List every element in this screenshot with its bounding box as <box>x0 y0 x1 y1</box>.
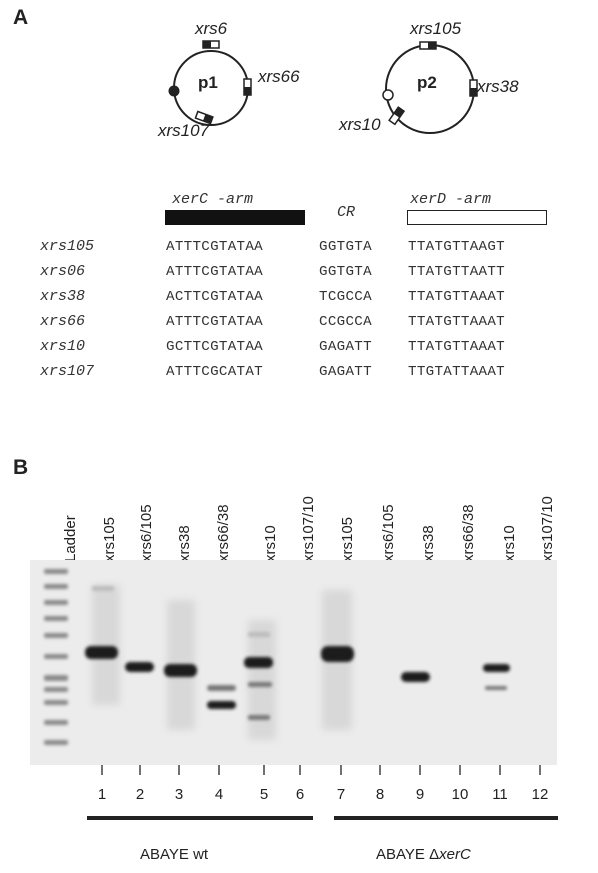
xerd-arm-bar <box>407 210 547 225</box>
lane-number-5: 5 <box>259 786 269 803</box>
seq-cr: CCGCCA <box>319 314 372 330</box>
seq-cr: GGTGTA <box>319 239 372 255</box>
seq-row-name: xrs06 <box>40 263 86 280</box>
lane-number-8: 8 <box>375 786 385 803</box>
seq-cr: GAGATT <box>319 364 372 380</box>
band-lane-2 <box>125 662 154 672</box>
lane-number-1: 1 <box>97 786 107 803</box>
lane-number-7: 7 <box>336 786 346 803</box>
group-label-xerc-prefix: ABAYE <box>376 846 430 863</box>
lane-number-2: 2 <box>135 786 145 803</box>
site-label-xrs38: xrs38 <box>477 77 519 96</box>
lane-number-12: 12 <box>531 786 549 803</box>
seq-cr: GAGATT <box>319 339 372 355</box>
lane-label-12: xrs107/10 <box>539 496 556 562</box>
lane-label-2: xrs6/105 <box>138 504 155 562</box>
panel-a-letter: A <box>13 6 29 29</box>
seq-xerd: TTATGTTAATT <box>408 264 505 280</box>
seq-xerc: ATTTCGCATAT <box>166 364 263 380</box>
origin-dot-p2 <box>382 89 394 101</box>
plasmid-name-p1: p1 <box>198 73 218 92</box>
lane-label-10: xrs66/38 <box>460 504 477 562</box>
site-marker-xrs107 <box>194 110 214 125</box>
xerc-arm-label: xerC -arm <box>172 191 254 208</box>
plasmid-p1 <box>168 40 252 126</box>
band-lane-4 <box>207 701 236 709</box>
lane-label-6: xrs107/10 <box>300 496 317 562</box>
band-lane-9 <box>401 672 430 682</box>
site-marker-xrs105 <box>419 41 437 50</box>
lane-label-11: xrs10 <box>501 525 518 562</box>
lane-ticks <box>101 765 541 775</box>
site-marker-xrs6 <box>202 40 220 49</box>
lane-number-11: 11 <box>492 786 508 803</box>
seq-xerd: TTATGTTAAAT <box>408 314 505 330</box>
origin-dot-p1 <box>168 85 180 97</box>
lane-label-4: xrs66/38 <box>215 504 232 562</box>
seq-cr: TCGCCA <box>319 289 372 305</box>
seq-xerc: ATTTCGTATAA <box>166 314 263 330</box>
lane-label-7: xrs105 <box>339 516 356 562</box>
panel-b-letter: B <box>13 456 29 479</box>
seq-row-name: xrs107 <box>40 363 95 380</box>
seq-row-name: xrs38 <box>40 288 86 305</box>
lane-number-6: 6 <box>295 786 305 803</box>
group-label-wt: ABAYE wt <box>140 846 208 863</box>
group-bar-xerc <box>334 816 558 820</box>
ladder-bands <box>44 569 68 745</box>
band-lane-5 <box>244 657 273 668</box>
seq-xerd: TTATGTTAAAT <box>408 289 505 305</box>
site-marker-xrs38 <box>469 79 478 97</box>
gel-image <box>30 560 557 765</box>
site-label-xrs66: xrs66 <box>258 67 300 86</box>
lane-label-3: xrs38 <box>176 525 193 562</box>
lane-number-3: 3 <box>174 786 184 803</box>
site-label-xrs6: xrs6 <box>195 19 228 38</box>
group-bar-wt <box>87 816 313 820</box>
seq-row-name: xrs66 <box>40 313 86 330</box>
site-label-xrs10: xrs10 <box>339 115 381 134</box>
lane-label-8: xrs6/105 <box>380 504 397 562</box>
band-lane-11 <box>483 664 510 672</box>
group-label-wt-text: ABAYE wt <box>140 846 209 863</box>
lane-label-9: xrs38 <box>420 525 437 562</box>
seq-xerd: TTGTATTAAAT <box>408 364 505 380</box>
site-label-xrs107: xrs107 <box>158 121 210 140</box>
plasmid-p2 <box>382 41 478 134</box>
seq-xerc: ACTTCGTATAA <box>166 289 263 305</box>
seq-xerc: ATTTCGTATAA <box>166 264 263 280</box>
site-marker-xrs66 <box>243 78 252 96</box>
lane-number-4: 4 <box>214 786 224 803</box>
delta-symbol: Δ <box>429 846 440 863</box>
seq-xerc: GCTTCGTATAA <box>166 339 263 355</box>
seq-cr: GGTGTA <box>319 264 372 280</box>
lane-number-10: 10 <box>451 786 469 803</box>
lane-number-9: 9 <box>415 786 425 803</box>
band-lane-3 <box>164 664 197 677</box>
band-lane-1 <box>85 646 118 659</box>
xerd-arm-label: xerD -arm <box>410 191 492 208</box>
plasmid-maps <box>168 40 478 134</box>
seq-xerc: ATTTCGTATAA <box>166 239 263 255</box>
xerc-arm-bar <box>165 210 305 225</box>
sequence-alignment: xrs105 ATTTCGTATAA GGTGTA TTATGTTAAGT xr… <box>0 236 598 386</box>
seq-xerd: TTATGTTAAGT <box>408 239 505 255</box>
group-label-xerc-gene: xerC <box>439 846 471 863</box>
lane-label-5: xrs10 <box>262 525 279 562</box>
seq-row-name: xrs10 <box>40 338 86 355</box>
lane-label-ladder: Ladder <box>62 515 79 562</box>
site-marker-xrs10 <box>388 106 406 126</box>
seq-row-name: xrs105 <box>40 238 95 255</box>
band-lane-7 <box>321 646 354 662</box>
cr-label: CR <box>337 204 356 221</box>
site-label-xrs105: xrs105 <box>410 19 462 38</box>
seq-xerd: TTATGTTAAAT <box>408 339 505 355</box>
lane-label-1: xrs105 <box>101 516 118 562</box>
plasmid-name-p2: p2 <box>417 73 437 92</box>
group-label-xerc: ABAYE ΔxerC <box>376 846 471 863</box>
